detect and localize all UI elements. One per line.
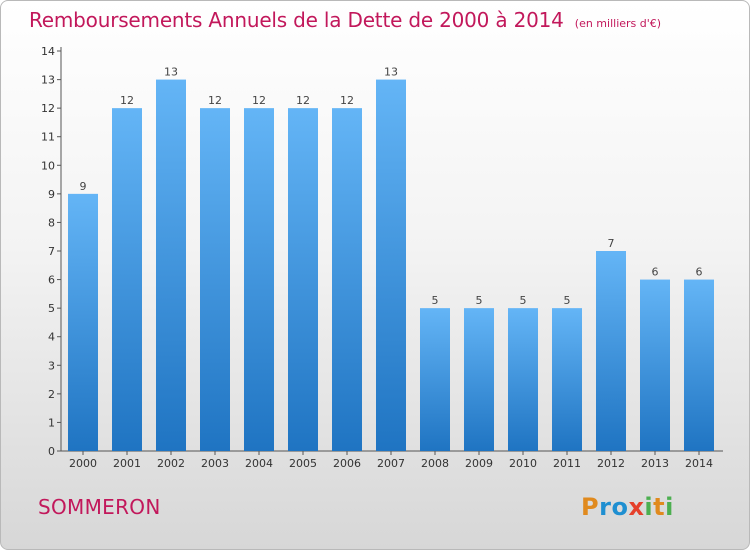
bar <box>596 251 626 451</box>
x-tick-label: 2013 <box>641 457 669 470</box>
x-tick-label: 2001 <box>113 457 141 470</box>
y-tick-label: 14 <box>41 45 55 58</box>
bar <box>640 279 670 451</box>
logo-letter: o <box>611 493 629 521</box>
bar-value-label: 5 <box>432 294 439 307</box>
y-tick-label: 3 <box>48 359 55 372</box>
bar-value-label: 13 <box>384 66 398 79</box>
bar-value-label: 5 <box>564 294 571 307</box>
bar-value-label: 12 <box>340 94 354 107</box>
bar <box>68 193 98 451</box>
bar-value-label: 12 <box>208 94 222 107</box>
bar <box>508 308 538 451</box>
bar-value-label: 12 <box>252 94 266 107</box>
logo-letter: t <box>653 493 666 521</box>
y-tick-label: 1 <box>48 416 55 429</box>
bar-value-label: 5 <box>520 294 527 307</box>
logo-letter: i <box>644 493 654 521</box>
x-tick-label: 2010 <box>509 457 537 470</box>
chart-title: Remboursements Annuels de la Dette de 20… <box>29 8 564 32</box>
y-tick-label: 6 <box>48 274 55 287</box>
y-tick-label: 5 <box>48 302 55 315</box>
logo-letter: P <box>581 493 600 521</box>
bar-value-label: 9 <box>80 180 87 193</box>
bar-value-label: 7 <box>608 237 615 250</box>
proxiti-logo: Proxiti <box>581 493 674 521</box>
y-tick-label: 4 <box>48 331 55 344</box>
bar-value-label: 6 <box>652 266 659 279</box>
bar <box>244 108 274 452</box>
x-tick-label: 2008 <box>421 457 449 470</box>
x-tick-label: 2000 <box>69 457 97 470</box>
bars <box>68 79 714 452</box>
x-tick-label: 2005 <box>289 457 317 470</box>
bar-value-label: 6 <box>696 266 703 279</box>
title-row: Remboursements Annuels de la Dette de 20… <box>29 8 661 32</box>
bar <box>552 308 582 451</box>
x-tick-label: 2011 <box>553 457 581 470</box>
x-tick-label: 2003 <box>201 457 229 470</box>
y-tick-label: 12 <box>41 102 55 115</box>
x-tick-label: 2002 <box>157 457 185 470</box>
x-tick-label: 2006 <box>333 457 361 470</box>
bar <box>420 308 450 451</box>
bar <box>288 108 318 452</box>
bar <box>112 108 142 452</box>
y-tick-label: 8 <box>48 216 55 229</box>
logo-letter: i <box>665 493 674 521</box>
bar <box>464 308 494 451</box>
logo-letter: x <box>628 493 645 521</box>
value-labels: 9 12 13 12 12 12 12 13 5 5 5 5 7 6 6 <box>80 66 703 308</box>
x-tick-label: 2012 <box>597 457 625 470</box>
x-tick-label: 2014 <box>685 457 713 470</box>
bar-value-label: 12 <box>296 94 310 107</box>
bar-value-label: 5 <box>476 294 483 307</box>
y-tick-label: 13 <box>41 74 55 87</box>
x-tick-label: 2009 <box>465 457 493 470</box>
chart-units: (en milliers d'€) <box>574 17 662 30</box>
y-tick-label: 9 <box>48 188 55 201</box>
y-tick-label: 11 <box>41 131 55 144</box>
bar <box>684 279 714 451</box>
y-tick-label: 7 <box>48 245 55 258</box>
logo-letter: r <box>599 493 612 521</box>
x-tick-label: 2004 <box>245 457 273 470</box>
commune-name: SOMMERON <box>38 495 161 519</box>
bar-value-label: 13 <box>164 66 178 79</box>
bar <box>376 79 406 452</box>
y-tick-label: 0 <box>48 445 55 458</box>
x-tick-label: 2007 <box>377 457 405 470</box>
y-tick-label: 10 <box>41 159 55 172</box>
bar <box>156 79 186 452</box>
bar <box>332 108 362 452</box>
bar <box>200 108 230 452</box>
bar-value-label: 12 <box>120 94 134 107</box>
y-tick-label: 2 <box>48 388 55 401</box>
